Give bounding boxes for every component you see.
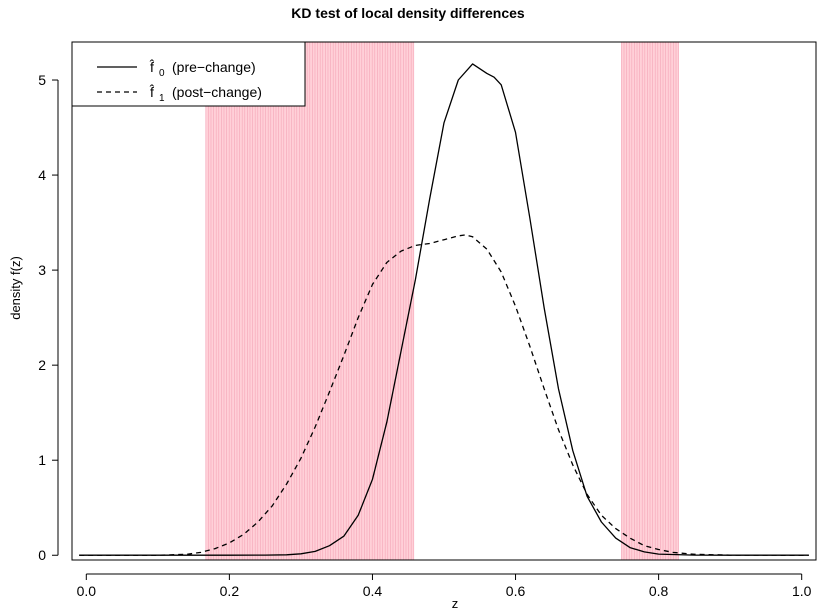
legend: f̂ 0 (pre−change) f̂ 1 (post−change) [71, 41, 306, 107]
y-tick-label: 1 [38, 452, 46, 468]
chart-title: KD test of local density differences [291, 5, 525, 21]
legend-subscript-post-change: 1 [159, 93, 165, 104]
legend-label-post-change: (post−change) [172, 84, 262, 100]
x-axis: 0.0 0.2 0.4 0.6 0.8 1.0 [77, 573, 812, 599]
y-tick-label: 4 [38, 167, 46, 183]
y-tick-label: 5 [38, 72, 46, 88]
x-axis-label: z [452, 596, 459, 611]
y-tick-label: 3 [38, 262, 46, 278]
x-tick-label: 1.0 [792, 583, 812, 599]
x-tick-label: 0.8 [649, 583, 669, 599]
x-tick-label: 0.2 [220, 583, 240, 599]
shaded-region-0 [205, 42, 415, 560]
series-line-pre-change [79, 63, 809, 556]
legend-label-pre-change: (pre−change) [172, 59, 256, 75]
legend-symbol-pre-change: f̂ [149, 59, 155, 75]
x-tick-label: 0.4 [363, 583, 383, 599]
legend-subscript-pre-change: 0 [159, 68, 165, 79]
shaded-regions [205, 42, 679, 560]
plot-frame [71, 41, 817, 561]
x-tick-label: 0.0 [77, 583, 97, 599]
y-axis-label: density f(z) [8, 256, 23, 320]
x-tick-label: 0.6 [506, 583, 526, 599]
y-tick-label: 0 [38, 547, 46, 563]
shaded-region-1 [621, 42, 679, 560]
legend-box [71, 41, 306, 107]
y-axis: 0 1 2 3 4 5 [38, 72, 59, 563]
legend-symbol-post-change: f̂ [149, 84, 155, 100]
series-line-post-change [79, 234, 809, 556]
series-layer [79, 63, 809, 556]
y-tick-label: 2 [38, 357, 46, 373]
